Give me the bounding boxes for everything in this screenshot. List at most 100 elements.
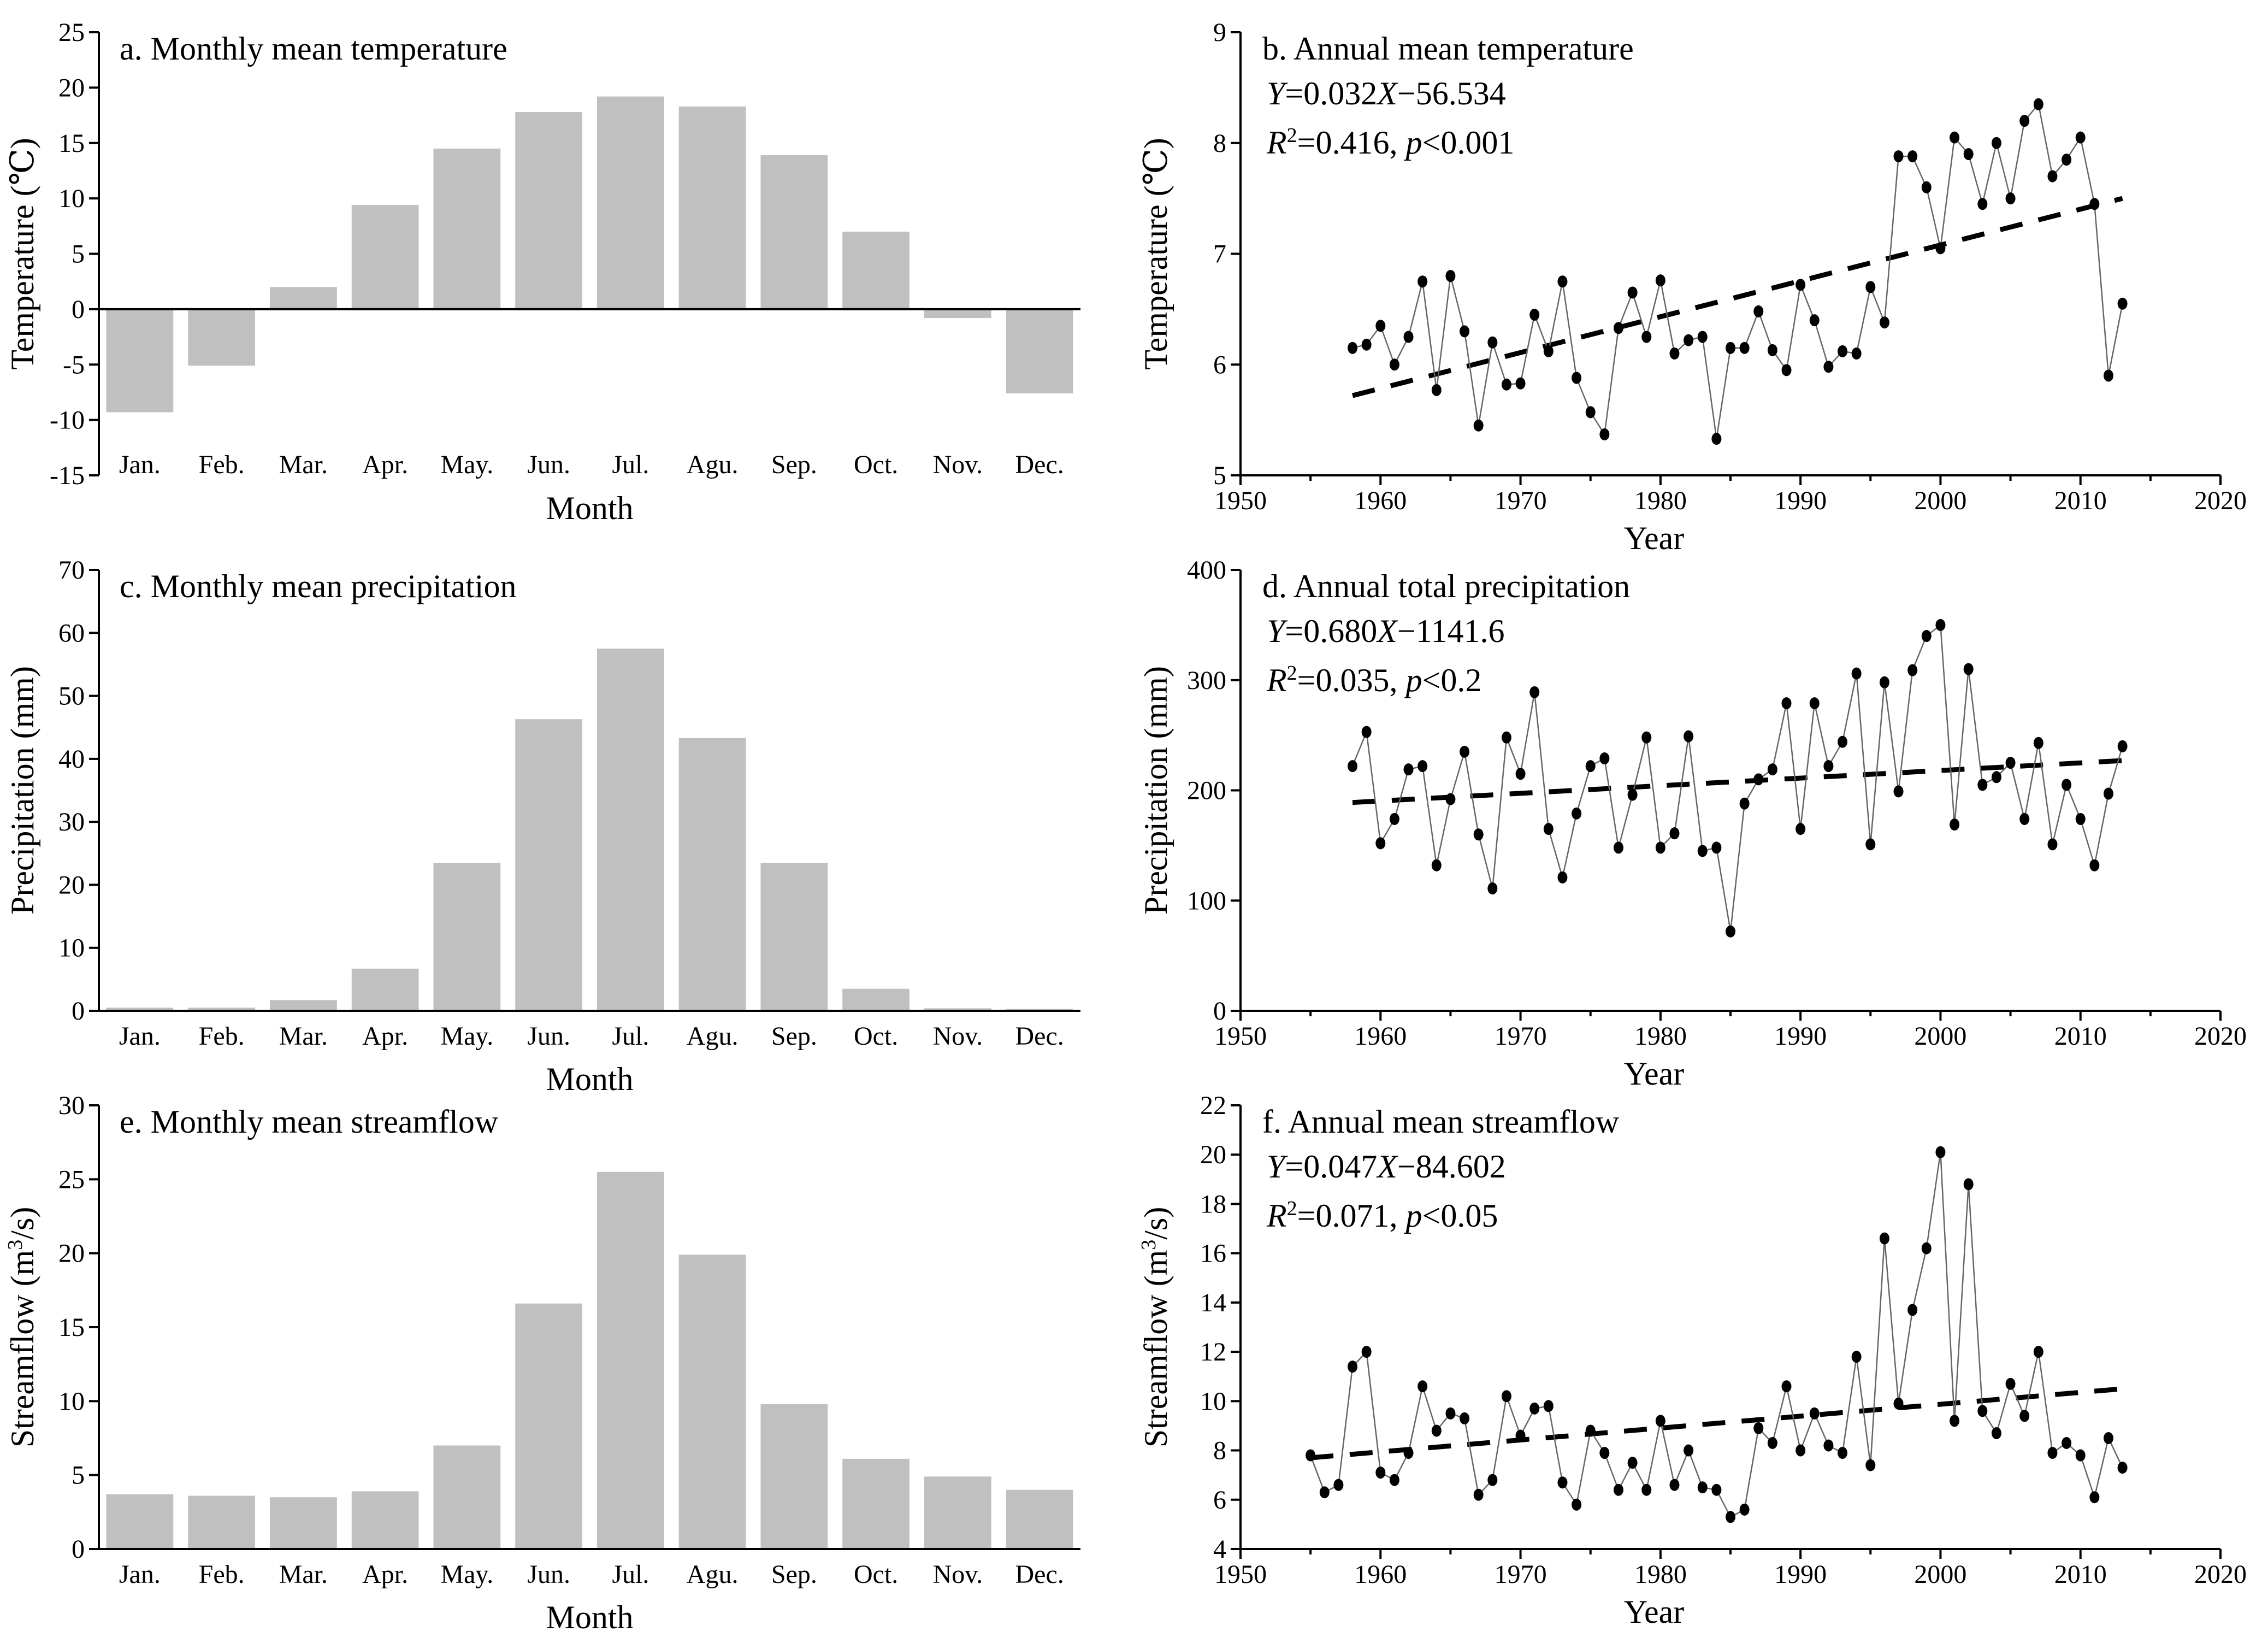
y-tick-label: 10 xyxy=(58,184,85,213)
x-tick-label: Feb. xyxy=(199,450,245,479)
x-tick-label: Mar. xyxy=(279,450,328,479)
data-point-1974 xyxy=(1572,1498,1582,1511)
y-tick-label: 10 xyxy=(58,934,85,963)
text-part: =0.071, xyxy=(1297,1198,1406,1234)
y-tick-label: 20 xyxy=(58,1239,85,1268)
data-point-1976 xyxy=(1599,752,1610,764)
x-tick-label: Mar. xyxy=(279,1560,328,1589)
data-point-2013 xyxy=(2117,1462,2128,1474)
data-point-1980 xyxy=(1655,1415,1665,1427)
data-point-1982 xyxy=(1684,730,1694,743)
bar-may xyxy=(433,863,501,1011)
y-tick-label: 5 xyxy=(72,240,85,269)
variable: X xyxy=(1376,613,1398,649)
chart-title: c. Monthly mean precipitation xyxy=(120,568,516,604)
data-point-1955 xyxy=(1306,1449,1316,1462)
text-part: itation (mm) xyxy=(4,666,40,831)
x-tick-label: 1950 xyxy=(1214,486,1267,515)
data-point-1974 xyxy=(1572,372,1582,384)
data-point-2002 xyxy=(1963,663,1974,675)
text-part: −84.602 xyxy=(1397,1149,1506,1185)
data-point-1995 xyxy=(1865,1459,1876,1471)
data-point-1979 xyxy=(1641,331,1652,343)
data-point-1995 xyxy=(1865,281,1876,293)
bar-jan xyxy=(106,1494,174,1549)
x-tick-label: May. xyxy=(440,1560,493,1589)
panel-a: -15 -10 -5 0 5 10 15 20 25 Temperature (℃) a. Mont… xyxy=(4,18,1080,526)
x-tick-label: 1980 xyxy=(1634,1022,1687,1051)
data-point-1977 xyxy=(1613,841,1623,854)
data-point-1986 xyxy=(1739,797,1750,810)
x-tick-label: Jun. xyxy=(527,1560,570,1589)
x-tick-label: 1970 xyxy=(1495,1560,1547,1589)
data-point-2009 xyxy=(2062,1437,2072,1450)
y-tick-label: 6 xyxy=(1213,350,1226,379)
data-point-1997 xyxy=(1893,785,1904,798)
x-tick-label: 1970 xyxy=(1495,486,1547,515)
data-point-1991 xyxy=(1809,1407,1820,1420)
data-point-1966 xyxy=(1460,745,1470,758)
variable: p xyxy=(1404,662,1422,698)
regression-equation: Y=0.680X−1141.6 xyxy=(1267,613,1505,649)
x-tick-label: Feb. xyxy=(199,1022,245,1051)
trend-line xyxy=(1352,758,2123,805)
x-tick-label: 2010 xyxy=(2054,486,2107,515)
data-point-1988 xyxy=(1767,763,1777,776)
x-tick-label: 1990 xyxy=(1774,1022,1827,1051)
data-point-1968 xyxy=(1487,1474,1498,1486)
regression-equation: Y=0.047X−84.602 xyxy=(1267,1149,1506,1185)
data-point-2006 xyxy=(2019,812,2030,825)
bar-feb xyxy=(188,1008,256,1011)
data-point-1971 xyxy=(1529,686,1540,698)
y-tick-label: 20 xyxy=(58,870,85,899)
x-axis-label: Year xyxy=(1624,1594,1685,1630)
data-point-1976 xyxy=(1599,428,1610,440)
text-part: Streamflow (m xyxy=(4,1250,40,1448)
data-point-2003 xyxy=(1977,198,1988,210)
data-point-1992 xyxy=(1823,1439,1834,1452)
data-point-1966 xyxy=(1460,325,1470,338)
data-point-2003 xyxy=(1977,1405,1988,1417)
data-point-1981 xyxy=(1669,1479,1680,1491)
data-point-1978 xyxy=(1627,286,1638,299)
y-tick-label: 8 xyxy=(1213,129,1226,158)
x-tick-label: Feb. xyxy=(199,1560,245,1589)
data-point-2004 xyxy=(1991,771,2001,784)
x-tick-label: Sep. xyxy=(771,1022,817,1051)
x-tick-label: Jul. xyxy=(612,1560,649,1589)
y-tick-label: -15 xyxy=(50,461,85,490)
x-tick-label: Jan. xyxy=(119,1560,161,1589)
data-point-1969 xyxy=(1501,378,1511,391)
data-point-1979 xyxy=(1641,731,1652,744)
data-point-1999 xyxy=(1921,181,1932,193)
data-point-1975 xyxy=(1585,1424,1596,1437)
bar-oct xyxy=(842,1458,910,1549)
y-tick-label: 16 xyxy=(1200,1239,1226,1268)
data-point-2012 xyxy=(2103,787,2113,800)
text-part: =0.680 xyxy=(1285,613,1377,649)
bar-oct xyxy=(842,988,910,1011)
data-point-1987 xyxy=(1753,305,1764,317)
bar-jan xyxy=(106,309,174,413)
data-point-1992 xyxy=(1823,361,1834,373)
data-point-2007 xyxy=(2033,737,2043,749)
y-tick-label: 30 xyxy=(58,808,85,837)
bar-jul xyxy=(596,96,664,309)
data-point-1982 xyxy=(1684,334,1694,346)
data-point-1958 xyxy=(1348,341,1358,354)
x-tick-label: Agu. xyxy=(687,1560,739,1589)
bar-feb xyxy=(188,1495,256,1549)
variable: p xyxy=(1404,1198,1422,1234)
bar-apr xyxy=(351,968,419,1011)
y-tick-label: 5 xyxy=(1213,461,1226,490)
x-tick-label: Oct. xyxy=(854,450,898,479)
x-tick-label: 2000 xyxy=(1914,486,1966,515)
y-axis-label-group: Precipitation (mm) xyxy=(4,666,40,915)
bar-jul xyxy=(596,1171,664,1549)
x-tick-label: Jul. xyxy=(612,450,649,479)
y-axis-label: Temperature (℃) xyxy=(4,138,40,369)
y-tick-label: 0 xyxy=(1213,997,1226,1026)
panel-e: 0 5 10 15 20 25 30 Streamflow (m3/s) e. Monthly … xyxy=(4,1091,1080,1635)
y-tick-label: 0 xyxy=(72,295,85,324)
x-tick-label: Dec. xyxy=(1015,450,1064,479)
